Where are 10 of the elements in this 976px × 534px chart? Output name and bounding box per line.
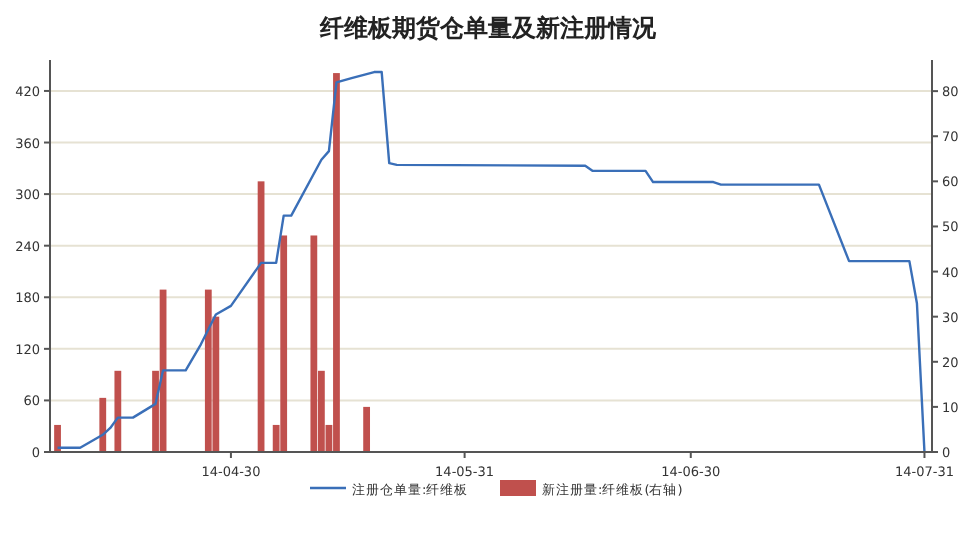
bar: [280, 235, 288, 452]
bar: [333, 73, 340, 452]
bar: [204, 289, 212, 452]
bar: [54, 424, 61, 452]
bar: [114, 370, 122, 452]
bar: [310, 235, 318, 452]
bar: [99, 397, 107, 452]
chart-title: 纤维板期货仓单量及新注册情况: [318, 14, 658, 42]
bar: [363, 406, 371, 452]
line-series: [56, 70, 926, 454]
